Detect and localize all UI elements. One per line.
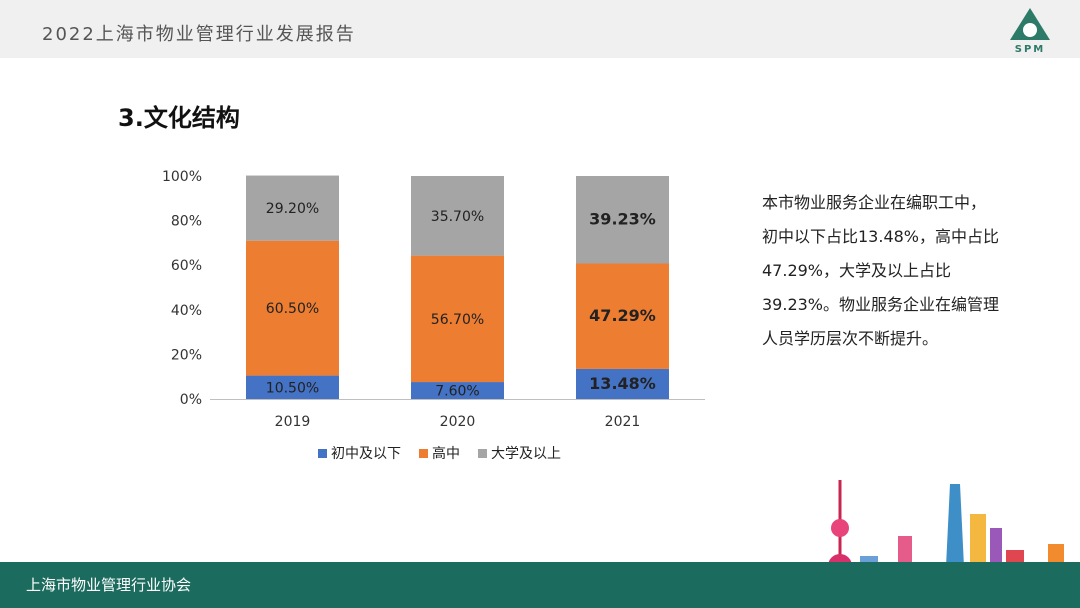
legend-item: 大学及以上 xyxy=(478,443,561,463)
legend-item: 初中及以下 xyxy=(318,443,401,463)
bar-segment xyxy=(246,175,339,241)
legend-label: 高中 xyxy=(432,446,460,462)
legend-swatch xyxy=(478,448,487,458)
data-label: 29.20% xyxy=(266,201,319,217)
data-label: 7.60% xyxy=(435,384,479,400)
x-tick-label: 2019 xyxy=(275,414,311,430)
bar-segment xyxy=(411,382,504,399)
chart-legend: 初中及以下 高中 大学及以上 xyxy=(318,443,561,463)
description-text: 本市物业服务企业在编职工中，初中以下占比13.48%，高中占比47.29%，大学… xyxy=(762,193,1000,348)
x-tick-label: 2020 xyxy=(440,414,476,430)
legend-item: 高中 xyxy=(419,443,460,463)
bar-segment xyxy=(246,240,339,376)
report-title: 2022上海市物业管理行业发展报告 xyxy=(42,24,356,45)
spm-logo: SPM xyxy=(1004,6,1056,56)
data-label: 13.48% xyxy=(589,374,656,393)
bar-segment xyxy=(576,176,669,264)
footer-text: 上海市物业管理行业协会 xyxy=(26,576,192,594)
legend-label: 初中及以下 xyxy=(331,446,401,462)
y-tick-label: 60% xyxy=(171,258,202,274)
data-label: 60.50% xyxy=(266,301,319,317)
bar-segment xyxy=(411,255,504,383)
spm-logo-icon xyxy=(1010,8,1050,40)
data-label: 56.70% xyxy=(431,312,484,328)
bar-segment xyxy=(576,263,669,369)
data-label: 35.70% xyxy=(431,209,484,225)
stacked-bar-chart: 0% 20% 40% 60% 80% 100% 10.50% 60.50% 29.20% 2019… xyxy=(162,169,705,430)
y-tick-label: 40% xyxy=(171,303,202,319)
y-tick-label: 0% xyxy=(180,392,202,408)
x-tick-label: 2021 xyxy=(605,414,641,430)
bar-segment xyxy=(411,176,504,256)
section-title: 3.文化结构 xyxy=(118,104,240,132)
legend-label: 大学及以上 xyxy=(491,446,561,462)
footer-bar xyxy=(0,562,1080,608)
bar-segment xyxy=(246,375,339,399)
y-tick-label: 100% xyxy=(162,169,202,185)
data-label: 10.50% xyxy=(266,380,319,396)
legend-swatch xyxy=(318,448,327,458)
bar-segment xyxy=(576,368,669,399)
header-bar xyxy=(0,0,1080,58)
y-tick-label: 80% xyxy=(171,214,202,230)
legend-swatch xyxy=(419,448,428,458)
data-label: 39.23% xyxy=(589,210,656,229)
y-tick-label: 20% xyxy=(171,347,202,363)
data-label: 47.29% xyxy=(589,306,656,325)
logo-text: SPM xyxy=(1014,44,1046,55)
